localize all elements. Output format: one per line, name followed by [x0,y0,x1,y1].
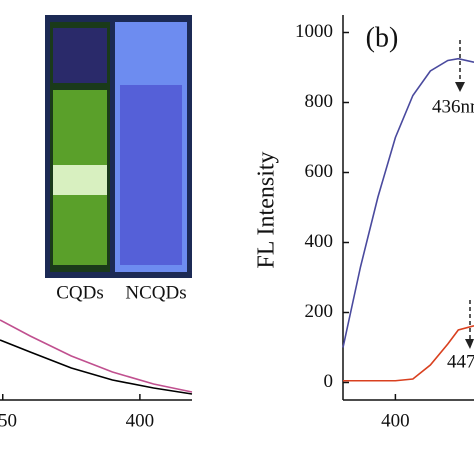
y-tick-label: 1000 [295,21,333,42]
y-tick-label: 600 [305,161,334,182]
arrow-head [455,82,474,349]
y-tick-label: 200 [305,301,334,322]
data-line [0,339,193,395]
y-tick-label: 400 [305,231,334,252]
inset-label: NCQDs [125,282,186,303]
annotation: 447 [447,351,474,372]
x-tick-label: 400 [381,410,410,431]
panel-label: (b) [366,22,399,53]
data-line [0,319,193,393]
y-axis-label: FL Intensity [254,151,280,268]
inset-label: CQDs [56,282,104,303]
x-tick-label: 400 [126,410,155,431]
annotation-arrow [459,40,471,345]
data-line [342,57,474,348]
y-tick-label: 0 [324,371,334,392]
y-tick-label: 800 [305,91,334,112]
inset-photo [45,15,192,278]
annotation: 436nm [432,96,474,117]
data-line [343,325,474,382]
x-tick-label: 350 [0,410,17,431]
